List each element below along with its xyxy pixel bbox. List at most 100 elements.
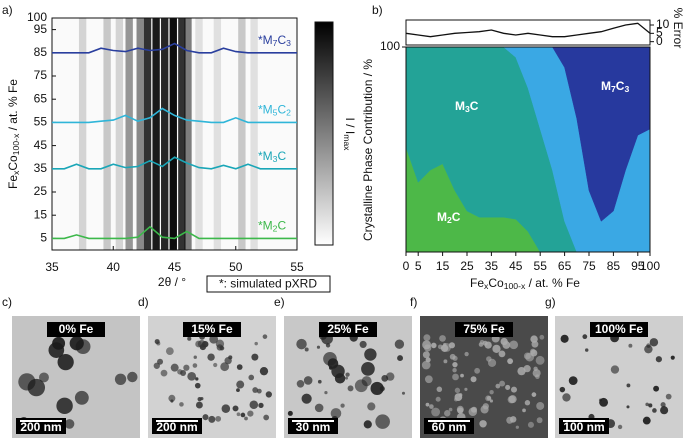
y-tick-label: 5 — [40, 231, 47, 245]
heatmap-band — [178, 18, 186, 250]
particle — [484, 341, 492, 349]
particle — [449, 353, 456, 360]
particle — [251, 353, 259, 361]
heatmap-band — [169, 18, 177, 250]
particle — [236, 388, 240, 393]
y-tick-label: 75 — [34, 68, 48, 82]
particle — [228, 355, 233, 360]
particle — [660, 402, 666, 408]
particle — [364, 348, 377, 361]
particle — [452, 368, 457, 373]
particle — [539, 334, 545, 340]
particle — [628, 343, 633, 348]
heatmap-band — [152, 18, 160, 250]
particle — [464, 351, 469, 357]
x-axis-label: 2θ / ° — [158, 275, 186, 289]
area-label-part: M — [455, 99, 465, 113]
particle — [506, 416, 514, 424]
y-axis-label-part: x — [11, 170, 21, 175]
series-label: *M3C — [258, 149, 286, 164]
caption: 75% Fe — [463, 322, 505, 336]
particle — [649, 338, 659, 347]
heatmap-band — [161, 18, 169, 250]
particle — [209, 334, 219, 344]
series-label-part: 2 — [286, 108, 291, 118]
x-tick-label: 45 — [168, 260, 182, 274]
particle — [165, 347, 174, 356]
particle — [509, 340, 519, 350]
particle — [236, 412, 241, 417]
series-label: *M7C3 — [258, 33, 291, 48]
particle — [517, 367, 526, 376]
heatmap-band — [250, 18, 258, 250]
y-tick-label: 95 — [34, 22, 48, 36]
particle — [470, 376, 477, 383]
particle — [444, 410, 451, 417]
particle — [254, 341, 258, 346]
particle — [248, 374, 255, 381]
particle — [287, 410, 293, 416]
x-tick-label: 5 — [415, 259, 422, 273]
x-tick-label: 65 — [558, 259, 572, 273]
series-label-part: *M — [258, 219, 273, 233]
area-label-part: 7 — [611, 84, 616, 94]
particle — [347, 385, 354, 392]
xrd-line — [52, 107, 297, 124]
particle — [252, 387, 259, 393]
y2-tick-label: 10 — [656, 17, 670, 31]
particle — [202, 414, 209, 421]
particle — [236, 364, 243, 370]
x-tick-label: 55 — [290, 260, 304, 274]
particle — [536, 417, 543, 424]
x-axis-label-part: 100-x — [504, 281, 526, 291]
particle — [559, 386, 566, 393]
y-axis-label: Crystalline Phase Contribution / % — [361, 59, 375, 241]
series-label-part: C — [277, 33, 286, 47]
particle — [259, 367, 269, 376]
particle — [468, 407, 478, 417]
y2-tick-label: 0 — [656, 34, 663, 48]
y-tick-label: 100 — [380, 39, 400, 53]
particle — [480, 405, 489, 414]
particle — [665, 393, 672, 400]
particle — [505, 384, 511, 390]
particle — [436, 386, 443, 393]
particle — [655, 356, 662, 363]
x-tick-label: 95 — [631, 259, 645, 273]
plot-frame — [405, 46, 651, 253]
x-tick-label: 50 — [229, 260, 243, 274]
particle — [394, 339, 405, 349]
xrd-line — [52, 42, 297, 54]
particle — [626, 383, 631, 388]
x-axis-label: FexCo100-x / at. % Fe — [470, 276, 580, 291]
y-tick-label: 100 — [27, 10, 47, 24]
particle — [197, 396, 202, 402]
caption: 100% Fe — [595, 322, 643, 336]
particle — [507, 358, 514, 365]
particle — [249, 400, 259, 410]
particle — [442, 343, 452, 352]
x-axis-label-part: x — [484, 281, 489, 291]
area-label-part: C — [616, 79, 625, 93]
area-label-part: C — [452, 210, 461, 224]
panel-label: c) — [2, 295, 12, 309]
particle — [183, 364, 190, 371]
particle — [437, 344, 443, 350]
heatmap-band — [238, 18, 246, 250]
caption-box — [455, 322, 513, 337]
y-axis-label-part: Co — [6, 155, 20, 171]
particle — [610, 365, 620, 374]
series-label-part: *M — [258, 149, 273, 163]
particle — [303, 376, 313, 385]
particle — [435, 396, 441, 402]
particle — [195, 401, 203, 409]
particle — [431, 407, 441, 417]
particle — [157, 358, 164, 365]
particle — [247, 410, 254, 417]
particle — [421, 360, 431, 370]
particle — [213, 362, 218, 368]
particle — [474, 367, 481, 374]
particle — [57, 354, 74, 371]
particle — [236, 380, 245, 389]
particle — [301, 393, 312, 404]
